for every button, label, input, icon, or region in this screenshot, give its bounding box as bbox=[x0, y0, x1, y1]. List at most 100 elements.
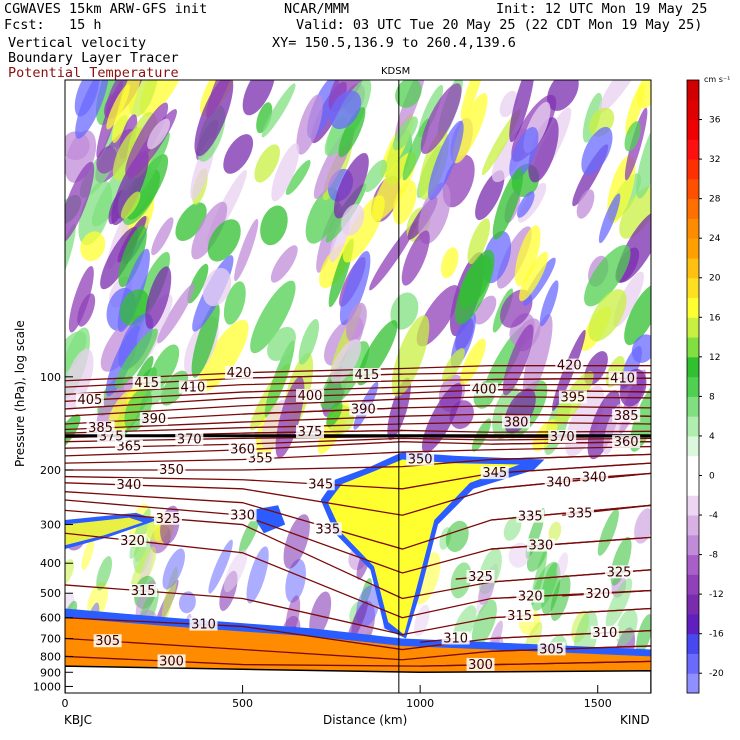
theta-contour bbox=[491, 629, 651, 640]
colorbar-tick-label: 0 bbox=[709, 471, 715, 481]
vertical-velocity-cell bbox=[598, 80, 645, 113]
colorbar-swatch bbox=[687, 198, 699, 219]
x-tick-label: 1000 bbox=[406, 697, 434, 710]
x-axis-label: Distance (km) bbox=[323, 713, 408, 727]
theta-label-bg bbox=[296, 388, 325, 402]
theta-contour-label: 385 bbox=[88, 421, 113, 436]
vertical-velocity-cell bbox=[285, 559, 306, 603]
theta-label-bg bbox=[502, 415, 531, 429]
vertical-velocity-cell bbox=[475, 170, 505, 221]
theta-contour-label: 350 bbox=[408, 453, 433, 468]
colorbar-swatch bbox=[687, 673, 699, 694]
vertical-velocity-cell bbox=[267, 326, 296, 361]
x-tick-label: 1500 bbox=[584, 697, 612, 710]
vertical-velocity-cell bbox=[341, 203, 365, 236]
theta-contour bbox=[491, 453, 651, 461]
theta-contour-label: 310 bbox=[191, 618, 216, 633]
theta-contour-label: 320 bbox=[518, 590, 543, 605]
vertical-velocity-cell bbox=[75, 80, 109, 139]
vertical-velocity-cell bbox=[605, 578, 633, 628]
theta-contour-label: 310 bbox=[592, 626, 617, 641]
vertical-velocity-cell bbox=[624, 121, 641, 152]
tracer-region bbox=[65, 517, 144, 546]
theta-label-bg bbox=[129, 584, 158, 598]
plot-frame bbox=[64, 79, 652, 694]
vertical-velocity-cell bbox=[147, 118, 170, 150]
theta-label-bg bbox=[178, 380, 207, 394]
colorbar-swatch bbox=[687, 119, 699, 140]
y-tick-label: 400 bbox=[40, 557, 61, 570]
x-tick-label: 500 bbox=[232, 697, 253, 710]
colorbar-swatch bbox=[687, 297, 699, 318]
theta-label-bg bbox=[565, 506, 594, 520]
vertical-velocity-cell bbox=[125, 102, 169, 176]
theta-contour bbox=[65, 421, 651, 434]
theta-contour bbox=[491, 645, 651, 652]
vertical-velocity-cell bbox=[178, 591, 196, 614]
theta-label-bg bbox=[583, 586, 612, 600]
colorbar-swatch bbox=[687, 653, 699, 674]
vertical-velocity-cell bbox=[112, 80, 142, 144]
vertical-velocity-cell bbox=[523, 257, 556, 306]
axes: 0 500 1000 15001002003004005006007008009001… bbox=[33, 371, 612, 710]
vertical-velocity-cell bbox=[238, 513, 261, 555]
colorbar-tick-label: 24 bbox=[709, 234, 721, 244]
theta-label-bg bbox=[114, 439, 143, 453]
vertical-velocity-cell bbox=[285, 595, 301, 636]
theta-label-bg bbox=[590, 625, 619, 639]
theta-contour-label: 345 bbox=[308, 477, 333, 492]
theta-label-bg bbox=[516, 509, 545, 523]
theta-contour bbox=[65, 437, 651, 449]
colorbar-tick-label: 32 bbox=[709, 155, 720, 165]
colorbar-swatch bbox=[687, 396, 699, 417]
x-tick-label: 0 bbox=[62, 697, 69, 710]
vertical-velocity-cell bbox=[202, 267, 232, 307]
vertical-velocity-cell bbox=[452, 93, 488, 164]
colorbar-swatch bbox=[687, 277, 699, 299]
vertical-velocity-cell bbox=[96, 556, 113, 591]
vertical-velocity-cell bbox=[548, 521, 562, 542]
vertical-velocity-cell bbox=[634, 508, 651, 544]
colorbar-tick-label: 28 bbox=[709, 195, 721, 205]
theta-contour-label: 360 bbox=[230, 443, 255, 458]
vertical-velocity-cell bbox=[207, 219, 241, 262]
vertical-velocity-cell bbox=[401, 230, 430, 286]
vertical-velocity-cell bbox=[261, 83, 296, 138]
theta-contour-label: 405 bbox=[77, 393, 102, 408]
header-cross-section-coordinates: XY= 150.5,136.9 to 260.4,139.6 bbox=[272, 35, 516, 51]
vertical-velocity-cell bbox=[65, 161, 95, 243]
theta-contour-label: 360 bbox=[614, 435, 639, 450]
theta-contour-label: 325 bbox=[468, 570, 493, 585]
vertical-velocity-cell bbox=[77, 293, 96, 327]
vertical-velocity-cell bbox=[460, 80, 486, 120]
header-field-potential-temperature: Potential Temperature bbox=[8, 65, 179, 81]
theta-label-bg bbox=[189, 617, 218, 631]
theta-contour-label: 330 bbox=[528, 539, 553, 554]
theta-label-bg bbox=[228, 442, 257, 456]
theta-contour-label: 340 bbox=[546, 475, 571, 490]
theta-label-bg bbox=[75, 393, 104, 407]
vertical-velocity-cell bbox=[128, 80, 159, 118]
theta-contour-label: 400 bbox=[472, 383, 497, 398]
theta-label-bg bbox=[228, 508, 257, 522]
vertical-velocity-cell bbox=[250, 280, 296, 354]
theta-contour-label: 320 bbox=[585, 587, 610, 602]
vertical-velocity-cell bbox=[550, 574, 571, 621]
theta-label-bg bbox=[548, 430, 577, 444]
vertical-velocity-cell bbox=[509, 127, 539, 180]
vertical-velocity-cell bbox=[333, 152, 369, 219]
theta-contour-label: 305 bbox=[95, 634, 120, 649]
theta-contour-label: 390 bbox=[351, 402, 376, 417]
colorbar-swatch bbox=[687, 416, 699, 437]
theta-contour-label: 410 bbox=[180, 380, 205, 395]
vertical-velocity-cell bbox=[162, 548, 186, 590]
vertical-velocity-cell bbox=[588, 289, 627, 342]
vertical-velocity-cell bbox=[326, 401, 343, 428]
vertical-velocity-cell bbox=[256, 102, 273, 134]
vertical-velocity-cell bbox=[296, 94, 323, 155]
vertical-velocity-cell bbox=[260, 205, 288, 246]
header-title: CGWAVES 15km ARW-GFS init bbox=[4, 1, 208, 17]
theta-contour-label: 300 bbox=[468, 658, 493, 673]
colorbar-swatch bbox=[687, 613, 699, 635]
y-tick-label: 800 bbox=[40, 650, 61, 663]
